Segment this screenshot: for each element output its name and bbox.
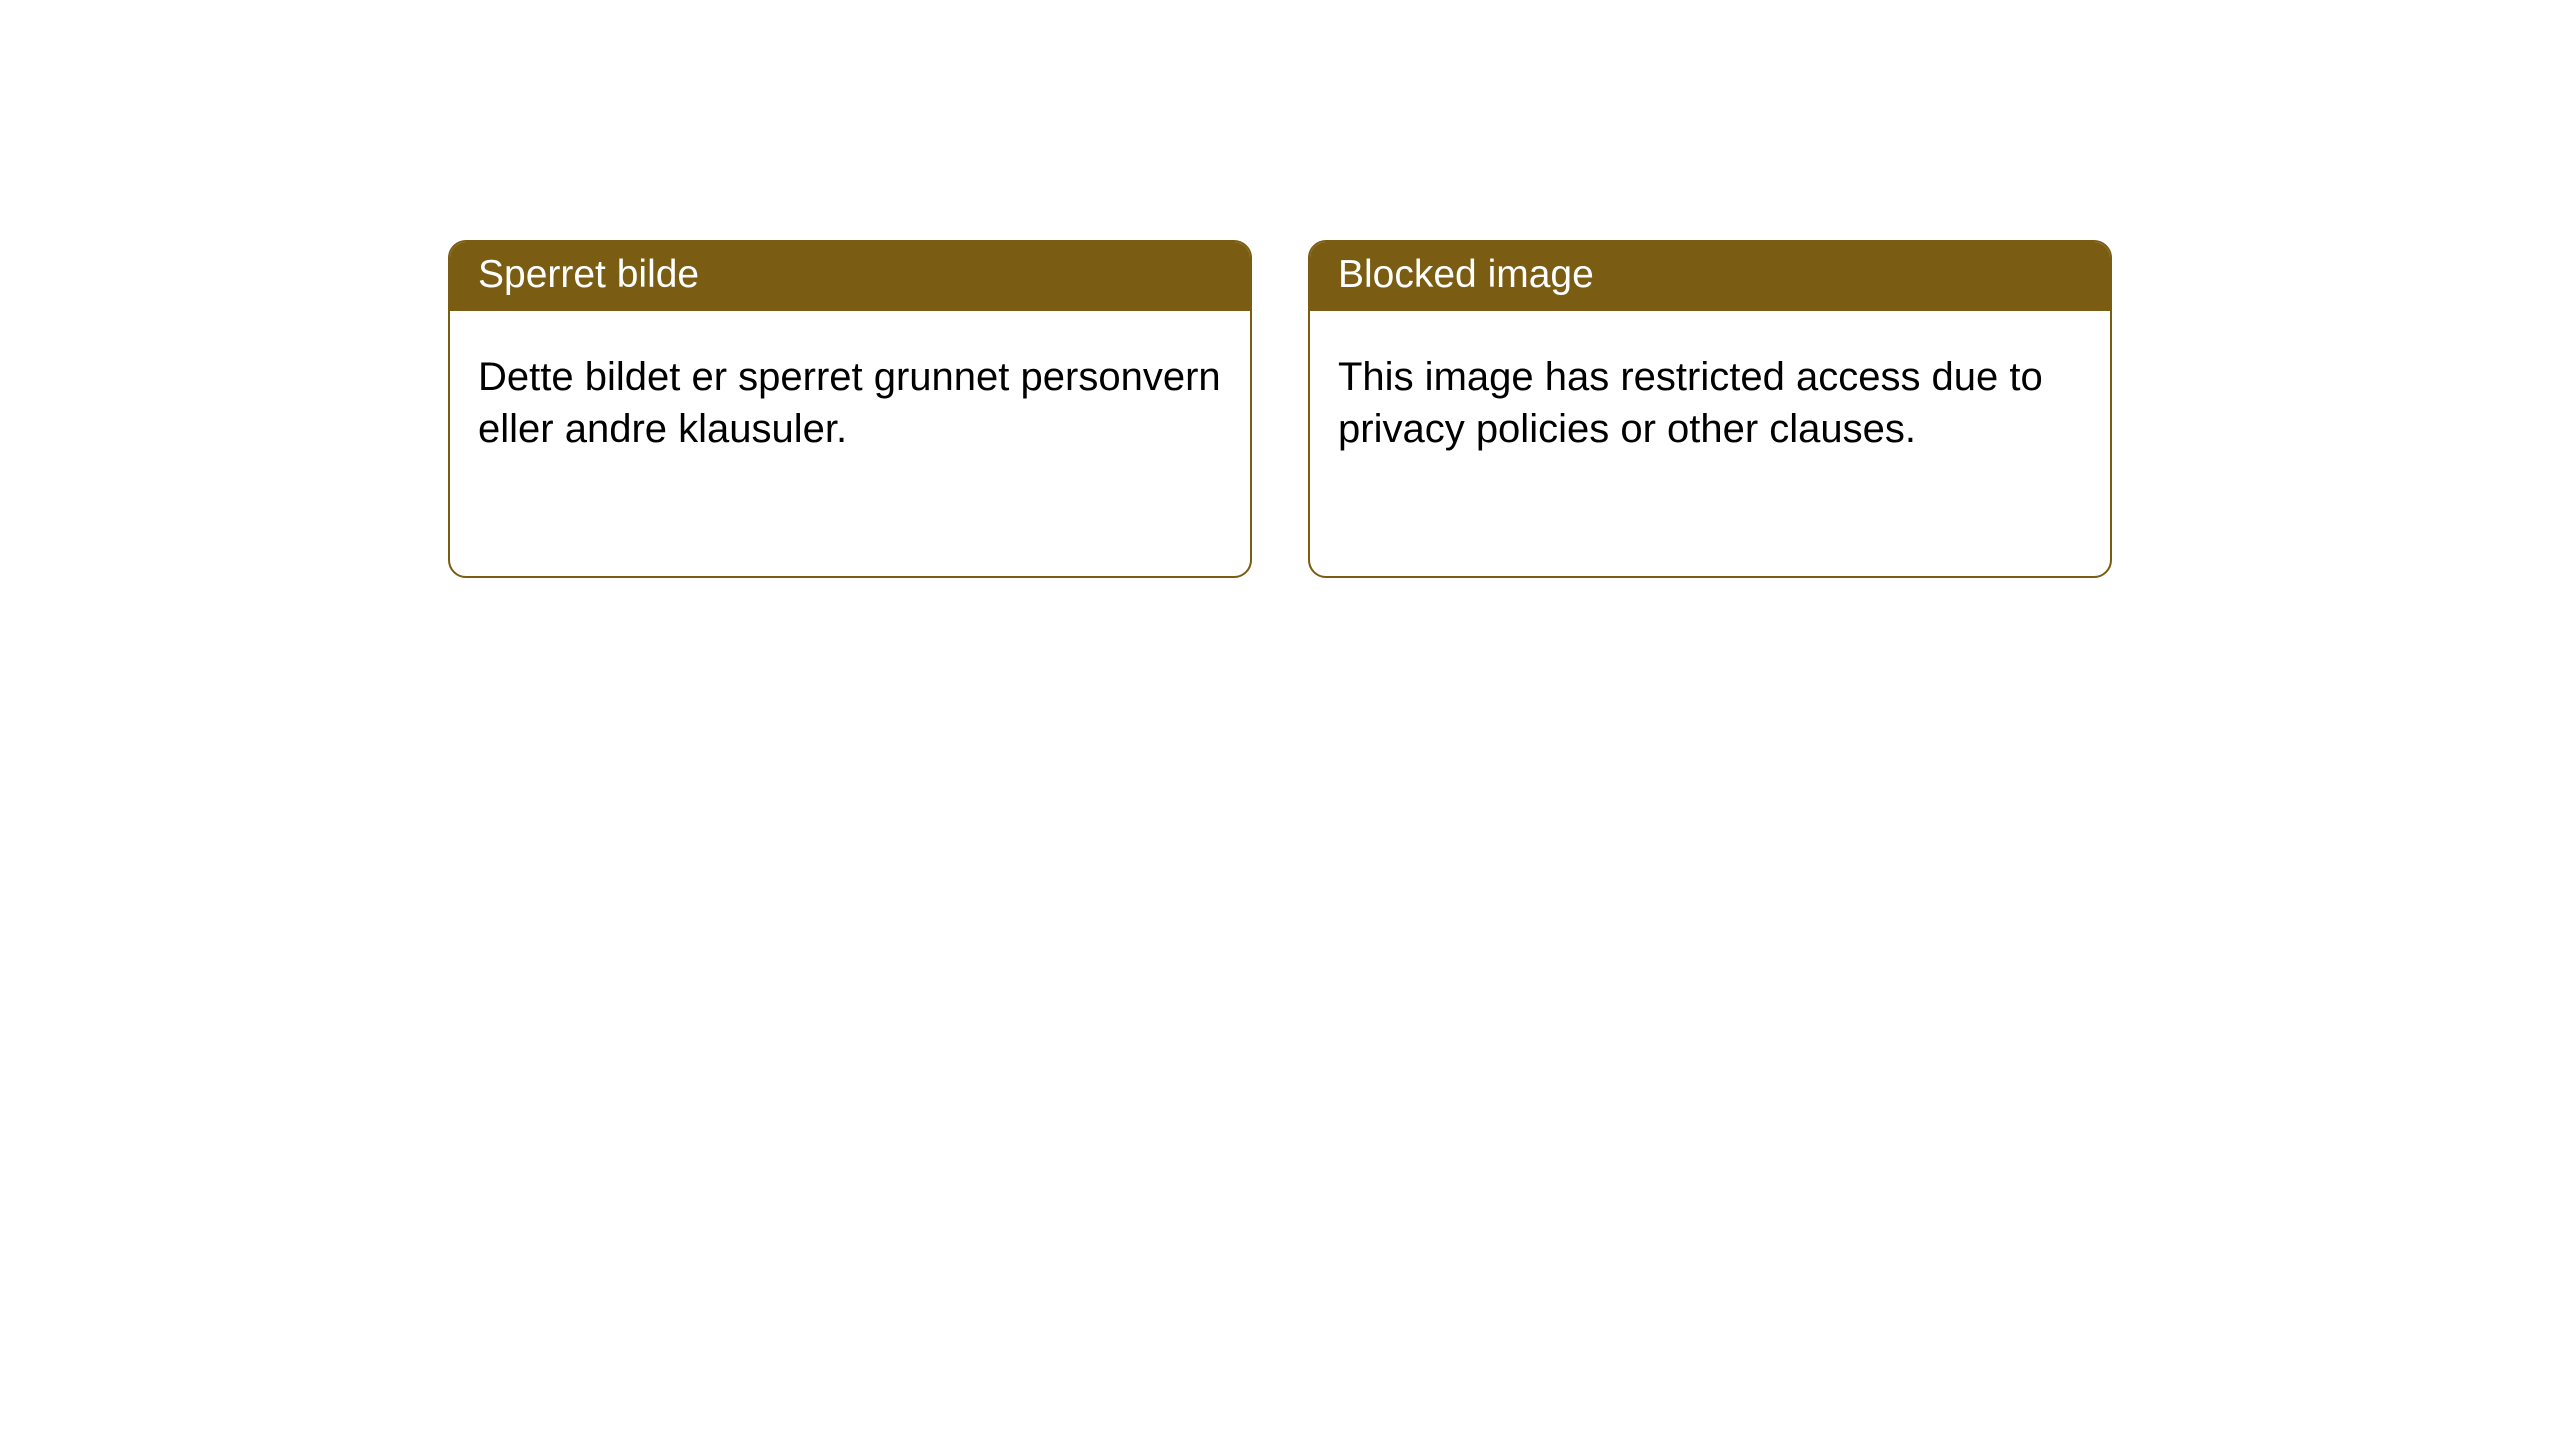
notice-card-norwegian: Sperret bilde Dette bildet er sperret gr… (448, 240, 1252, 578)
notice-body-norwegian: Dette bildet er sperret grunnet personve… (450, 311, 1250, 483)
notice-card-english: Blocked image This image has restricted … (1308, 240, 2112, 578)
notice-body-english: This image has restricted access due to … (1310, 311, 2110, 483)
notice-header-english: Blocked image (1310, 242, 2110, 311)
notice-header-norwegian: Sperret bilde (450, 242, 1250, 311)
notice-container: Sperret bilde Dette bildet er sperret gr… (0, 0, 2560, 578)
